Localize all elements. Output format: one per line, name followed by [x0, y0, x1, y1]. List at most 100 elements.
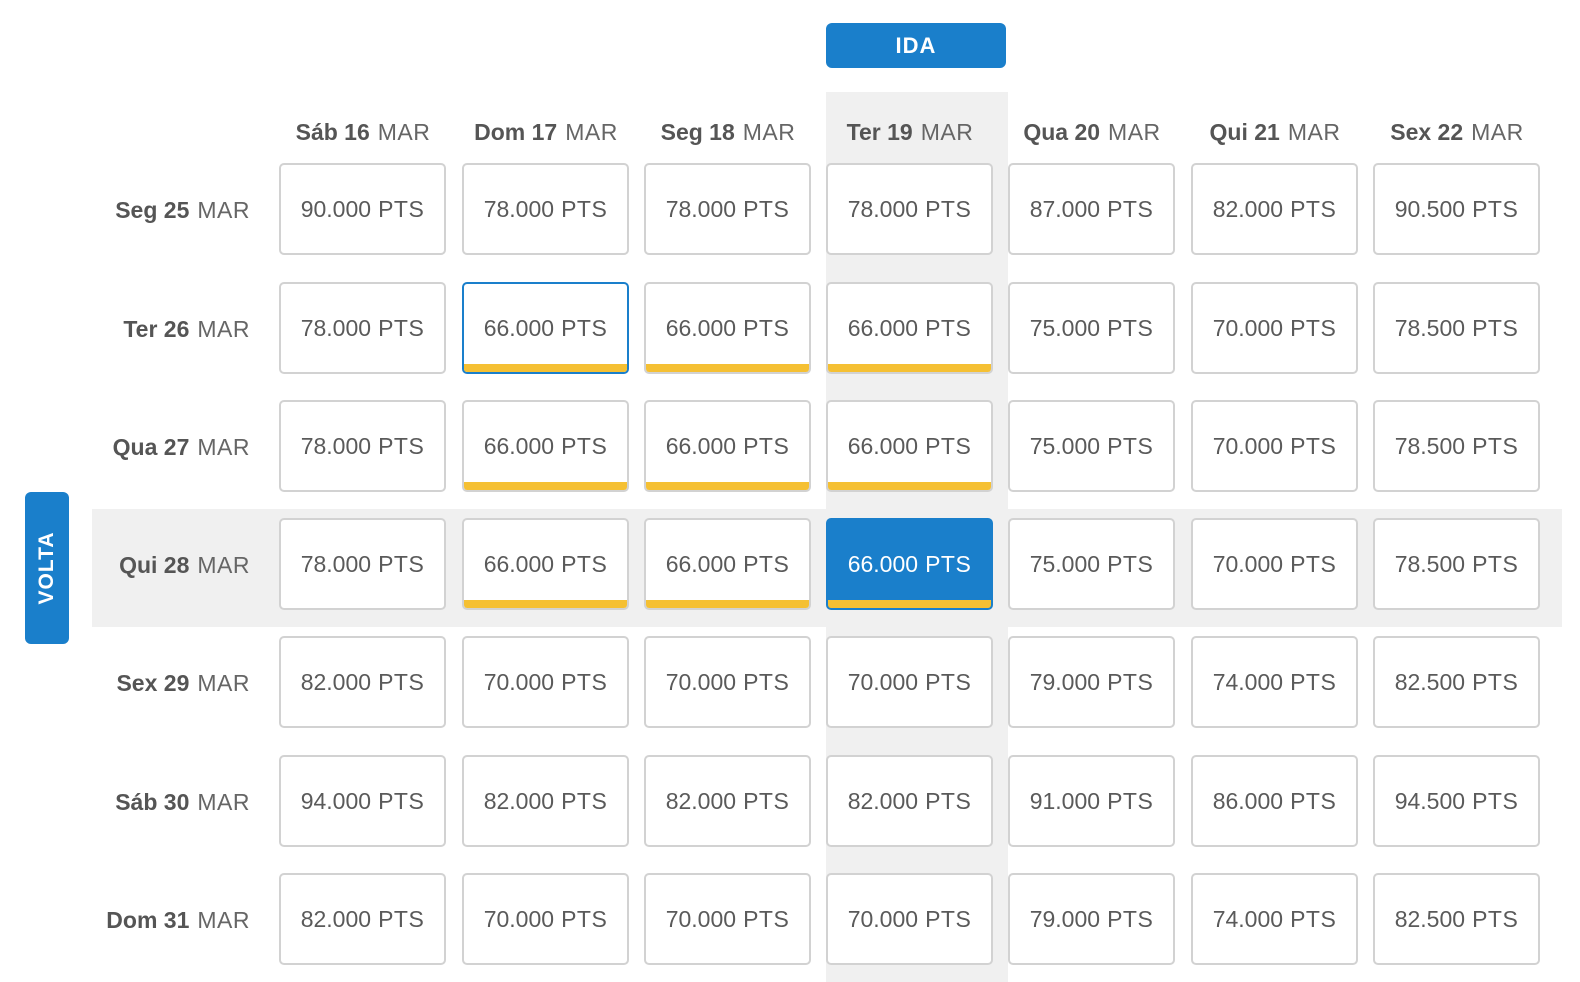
- return-date-header[interactable]: Sáb 30 MAR: [80, 755, 250, 849]
- volta-button[interactable]: VOLTA: [25, 492, 69, 644]
- price-value: 82.000: [665, 787, 737, 814]
- price-cell[interactable]: 70.000 PTS: [1191, 518, 1358, 610]
- date-day: Sex 22: [1390, 118, 1464, 145]
- return-date-header[interactable]: Qua 27 MAR: [80, 400, 250, 494]
- price-unit: PTS: [561, 314, 608, 341]
- price-cell[interactable]: 70.000 PTS: [1191, 400, 1358, 492]
- price-value: 66.000: [483, 550, 555, 577]
- price-unit: PTS: [743, 905, 790, 932]
- price-cell[interactable]: 66.000 PTS: [644, 518, 811, 610]
- date-day: Ter 19: [846, 118, 913, 145]
- price-unit: PTS: [378, 905, 425, 932]
- price-cell[interactable]: 66.000 PTS: [462, 400, 629, 492]
- price-cell[interactable]: 66.000 PTS: [826, 518, 993, 610]
- price-cell[interactable]: 82.500 PTS: [1373, 636, 1540, 728]
- price-cell[interactable]: 70.000 PTS: [462, 636, 629, 728]
- price-cell[interactable]: 70.000 PTS: [644, 636, 811, 728]
- price-cell[interactable]: 70.000 PTS: [462, 873, 629, 965]
- price-cell[interactable]: 86.000 PTS: [1191, 755, 1358, 847]
- date-month: MAR: [1287, 118, 1341, 145]
- price-cell[interactable]: 87.000 PTS: [1008, 163, 1175, 255]
- price-cell[interactable]: 66.000 PTS: [644, 400, 811, 492]
- price-unit: PTS: [1472, 195, 1519, 222]
- price-unit: PTS: [1472, 432, 1519, 459]
- return-date-header[interactable]: Dom 31 MAR: [80, 873, 250, 967]
- departure-date-header[interactable]: Ter 19 MAR: [820, 112, 1000, 152]
- price-cell[interactable]: 90.500 PTS: [1373, 163, 1540, 255]
- price-value: 75.000: [1029, 550, 1101, 577]
- price-cell[interactable]: 82.000 PTS: [279, 873, 446, 965]
- price-cell[interactable]: 82.000 PTS: [644, 755, 811, 847]
- price-cell[interactable]: 75.000 PTS: [1008, 282, 1175, 374]
- price-value: 70.000: [1212, 314, 1284, 341]
- price-cell[interactable]: 78.000 PTS: [279, 400, 446, 492]
- departure-date-header[interactable]: Qui 21 MAR: [1185, 112, 1365, 152]
- departure-date-header[interactable]: Qua 20 MAR: [1002, 112, 1182, 152]
- price-cell[interactable]: 66.000 PTS: [644, 282, 811, 374]
- price-cell[interactable]: 70.000 PTS: [826, 873, 993, 965]
- price-cell[interactable]: 94.000 PTS: [279, 755, 446, 847]
- price-value: 78.000: [300, 550, 372, 577]
- price-cell[interactable]: 78.000 PTS: [279, 282, 446, 374]
- price-unit: PTS: [378, 787, 425, 814]
- price-cell[interactable]: 75.000 PTS: [1008, 400, 1175, 492]
- price-unit: PTS: [561, 550, 608, 577]
- date-day: Dom 17: [474, 118, 558, 145]
- price-cell[interactable]: 75.000 PTS: [1008, 518, 1175, 610]
- departure-date-header[interactable]: Seg 18 MAR: [638, 112, 818, 152]
- price-cell[interactable]: 78.000 PTS: [644, 163, 811, 255]
- price-unit: PTS: [1290, 314, 1337, 341]
- date-day: Dom 31: [106, 906, 190, 933]
- price-unit: PTS: [378, 668, 425, 695]
- date-month: MAR: [197, 433, 250, 460]
- date-month: MAR: [565, 118, 618, 145]
- price-unit: PTS: [378, 550, 425, 577]
- price-cell[interactable]: 82.000 PTS: [462, 755, 629, 847]
- price-value: 82.500: [1394, 905, 1466, 932]
- price-cell[interactable]: 66.000 PTS: [462, 282, 629, 374]
- price-cell[interactable]: 82.000 PTS: [279, 636, 446, 728]
- price-cell[interactable]: 78.500 PTS: [1373, 282, 1540, 374]
- price-unit: PTS: [1290, 905, 1337, 932]
- return-date-header[interactable]: Ter 26 MAR: [80, 282, 250, 376]
- price-cell[interactable]: 78.500 PTS: [1373, 518, 1540, 610]
- price-value: 78.500: [1394, 314, 1466, 341]
- price-cell[interactable]: 94.500 PTS: [1373, 755, 1540, 847]
- price-cell[interactable]: 66.000 PTS: [462, 518, 629, 610]
- price-value: 66.000: [665, 432, 737, 459]
- price-cell[interactable]: 90.000 PTS: [279, 163, 446, 255]
- price-value: 66.000: [665, 314, 737, 341]
- price-unit: PTS: [1290, 195, 1337, 222]
- price-cell[interactable]: 74.000 PTS: [1191, 636, 1358, 728]
- price-unit: PTS: [1107, 550, 1154, 577]
- price-unit: PTS: [1107, 432, 1154, 459]
- ida-button[interactable]: IDA: [826, 23, 1006, 68]
- price-cell[interactable]: 78.000 PTS: [826, 163, 993, 255]
- price-value: 74.000: [1212, 905, 1284, 932]
- price-value: 78.500: [1394, 432, 1466, 459]
- departure-date-header[interactable]: Sex 22 MAR: [1367, 112, 1547, 152]
- price-cell[interactable]: 78.000 PTS: [279, 518, 446, 610]
- ida-label: IDA: [895, 32, 937, 58]
- date-day: Qui 21: [1209, 118, 1280, 145]
- departure-date-header[interactable]: Sáb 16 MAR: [273, 112, 453, 152]
- price-cell[interactable]: 66.000 PTS: [826, 282, 993, 374]
- price-cell[interactable]: 91.000 PTS: [1008, 755, 1175, 847]
- price-cell[interactable]: 70.000 PTS: [1191, 282, 1358, 374]
- return-date-header[interactable]: Seg 25 MAR: [80, 163, 250, 257]
- return-date-header[interactable]: Qui 28 MAR: [80, 518, 250, 612]
- price-cell[interactable]: 74.000 PTS: [1191, 873, 1358, 965]
- price-cell[interactable]: 78.000 PTS: [462, 163, 629, 255]
- price-cell[interactable]: 66.000 PTS: [826, 400, 993, 492]
- price-cell[interactable]: 79.000 PTS: [1008, 873, 1175, 965]
- price-cell[interactable]: 82.000 PTS: [826, 755, 993, 847]
- price-cell[interactable]: 82.500 PTS: [1373, 873, 1540, 965]
- price-cell[interactable]: 82.000 PTS: [1191, 163, 1358, 255]
- price-cell[interactable]: 70.000 PTS: [826, 636, 993, 728]
- price-cell[interactable]: 79.000 PTS: [1008, 636, 1175, 728]
- price-cell[interactable]: 78.500 PTS: [1373, 400, 1540, 492]
- return-date-header[interactable]: Sex 29 MAR: [80, 636, 250, 730]
- price-cell[interactable]: 70.000 PTS: [644, 873, 811, 965]
- departure-date-header[interactable]: Dom 17 MAR: [456, 112, 636, 152]
- date-day: Qui 28: [119, 551, 190, 578]
